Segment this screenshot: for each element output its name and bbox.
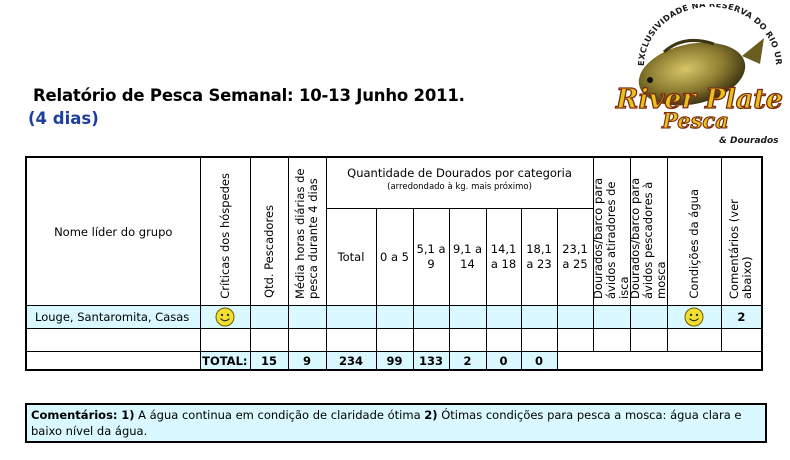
total-cat-1: 99	[375, 351, 414, 371]
header-critics: Críticas dos hóspedes	[199, 156, 251, 306]
total-hours: 9	[287, 351, 327, 371]
smiley-icon	[215, 307, 235, 327]
total-cat-5: 0	[520, 351, 558, 371]
header-leader: Nome líder do grupo	[25, 156, 201, 306]
row-leader: Louge, Santaromita, Casas	[25, 305, 201, 329]
total-total: 234	[325, 351, 377, 371]
row-water	[666, 305, 722, 329]
table-row-empty	[25, 328, 763, 352]
header-boat-fly: Dourados/barco para ávidos pescadores à …	[629, 156, 668, 306]
fish-icon	[638, 42, 746, 106]
header-total: Total	[325, 208, 377, 306]
header-comments: Comentários (ver abaixo)	[720, 156, 763, 306]
row-comments: 2	[720, 305, 763, 329]
smiley-icon	[684, 307, 704, 327]
total-cat-4: 0	[485, 351, 522, 371]
logo-brand-line2: Pesca	[661, 108, 729, 133]
header-cat-5: 18,1 a 23	[520, 208, 558, 306]
header-cat-1: 0 a 5	[375, 208, 414, 306]
river-plate-logo: EXCLUSIVIDADE NA RESERVA DO RIO URUGUAI …	[604, 4, 784, 146]
logo-brand-tag: & Dourados	[719, 136, 779, 146]
header-water: Condições da água	[666, 156, 722, 306]
comments-box: Comentários: 1) A água continua em condi…	[25, 403, 767, 443]
comment-1-text: A água continua em condição de claridade…	[134, 408, 425, 422]
table-total-row: TOTAL: 15 9 234 99 133 2 0 0	[26, 351, 763, 371]
comment-2-text: Ótimas condições para pesca a mosca: águ…	[31, 408, 742, 438]
comment-2-number: 2)	[424, 408, 438, 422]
header-hours: Média horas diárias de pesca durante 4 d…	[287, 156, 327, 306]
header-cat-4: 14,1 a 18	[485, 208, 522, 306]
report-title: Relatório de Pesca Semanal: 10-13 Junho …	[33, 86, 465, 105]
total-cat-2: 133	[412, 351, 450, 371]
total-cat-3: 2	[448, 351, 487, 371]
header-cat-6: 23,1 a 25	[556, 208, 594, 306]
header-quantity-title: Quantidade de Dourados por categoria	[347, 166, 572, 180]
total-anglers: 15	[249, 351, 289, 371]
header-quantity-note: (arredondado à kg. mais próximo)	[387, 182, 532, 192]
header-quantity: Quantidade de Dourados por categoria (ar…	[325, 156, 594, 209]
header-anglers: Qtd. Pescadores	[249, 156, 289, 306]
row-critics	[199, 305, 251, 329]
header-cat-3: 9,1 a 14	[448, 208, 487, 306]
fishing-report-table: Nome líder do grupo Críticas dos hóspede…	[25, 156, 764, 371]
report-subtitle: (4 dias)	[28, 109, 99, 128]
comments-label: Comentários:	[31, 408, 118, 422]
logo-brand-line1: River Plate	[615, 84, 783, 115]
total-label: TOTAL:	[199, 351, 251, 371]
header-boat-bait: Dourados/barco para ávidos atiradores de…	[592, 156, 631, 306]
header-cat-2: 5,1 a 9	[412, 208, 450, 306]
table-row: Louge, Santaromita, Casas 2	[25, 305, 763, 329]
comment-1-number: 1)	[121, 408, 135, 422]
